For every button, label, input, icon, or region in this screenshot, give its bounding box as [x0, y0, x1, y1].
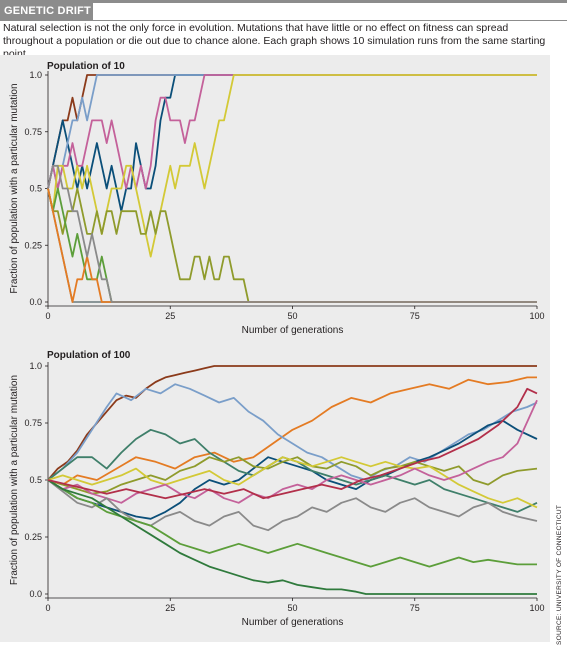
- header-rule: [0, 20, 567, 21]
- series-line-10: [47, 479, 537, 568]
- y-tick-label: 0.5: [29, 475, 42, 485]
- series-line-11: [47, 479, 537, 595]
- source-credit: SOURCE: UNIVERSITY OF CONNECTICUT: [556, 504, 563, 645]
- series-line-2: [47, 376, 537, 486]
- x-tick-label: 75: [410, 603, 420, 613]
- top-rule: [0, 0, 567, 3]
- chart-panel-pop100: Population of 100 0.0 0.25 0.5 0.75 1.0 0 25 50…: [0, 344, 550, 642]
- y-tick-label: 0.0: [29, 297, 42, 307]
- chart-svg-pop100: 0.0 0.25 0.5 0.75 1.0 0 25 50 75 100 Number of gen…: [9, 361, 545, 628]
- y-tick-label: 0.0: [29, 589, 42, 599]
- series-line-1: [47, 365, 537, 481]
- section-tag: GENETIC DRIFT: [0, 3, 93, 20]
- chart-svg-pop10: 0.0 0.25 0.5 0.75 1.0 0 25 50 75 100 Number of gen…: [9, 70, 545, 336]
- series-line-6: [47, 187, 537, 303]
- series-line-4: [47, 419, 538, 520]
- series-line-9: [47, 479, 538, 532]
- y-tick-label: 0.5: [29, 184, 42, 194]
- x-tick-label: 25: [165, 311, 175, 321]
- y-axis-label: Fraction of population with a particular…: [9, 375, 20, 585]
- x-tick-label: 50: [287, 311, 297, 321]
- x-tick-label: 0: [45, 311, 50, 321]
- y-tick-label: 1.0: [29, 70, 42, 80]
- y-axis-label: Fraction of population with a particular…: [9, 83, 20, 293]
- y-tick-label: 0.25: [24, 240, 42, 250]
- x-tick-label: 0: [45, 603, 50, 613]
- series-line-8: [47, 188, 537, 303]
- series-line-8: [47, 399, 538, 504]
- series-line-10: [47, 164, 537, 303]
- x-tick-label: 50: [287, 603, 297, 613]
- x-axis-label: Number of generations: [242, 617, 344, 628]
- x-tick-label: 75: [410, 311, 420, 321]
- y-tick-label: 0.75: [24, 418, 42, 428]
- x-axis-label: Number of generations: [242, 325, 344, 336]
- series-line-3: [47, 383, 538, 481]
- y-tick-label: 0.25: [24, 532, 42, 542]
- series-line-5: [47, 74, 537, 258]
- series-line-9: [47, 188, 537, 303]
- chart-title: Population of 10: [47, 61, 125, 72]
- series-line-4: [47, 74, 537, 190]
- y-tick-label: 0.75: [24, 127, 42, 137]
- series-line-1: [47, 74, 537, 189]
- series-line-7: [47, 456, 538, 509]
- series-line-7: [47, 187, 537, 303]
- x-tick-label: 100: [529, 311, 544, 321]
- x-tick-label: 25: [165, 603, 175, 613]
- chart-panel-pop10: Population of 10 0.0 0.25 0.5 0.75 1.0 0 25 50 7…: [0, 55, 550, 345]
- y-tick-label: 1.0: [29, 361, 42, 371]
- series-line-3: [47, 74, 537, 190]
- series-line-12: [47, 387, 538, 500]
- x-tick-label: 100: [529, 603, 544, 613]
- series-line-2: [47, 74, 537, 213]
- chart-title: Population of 100: [47, 350, 131, 361]
